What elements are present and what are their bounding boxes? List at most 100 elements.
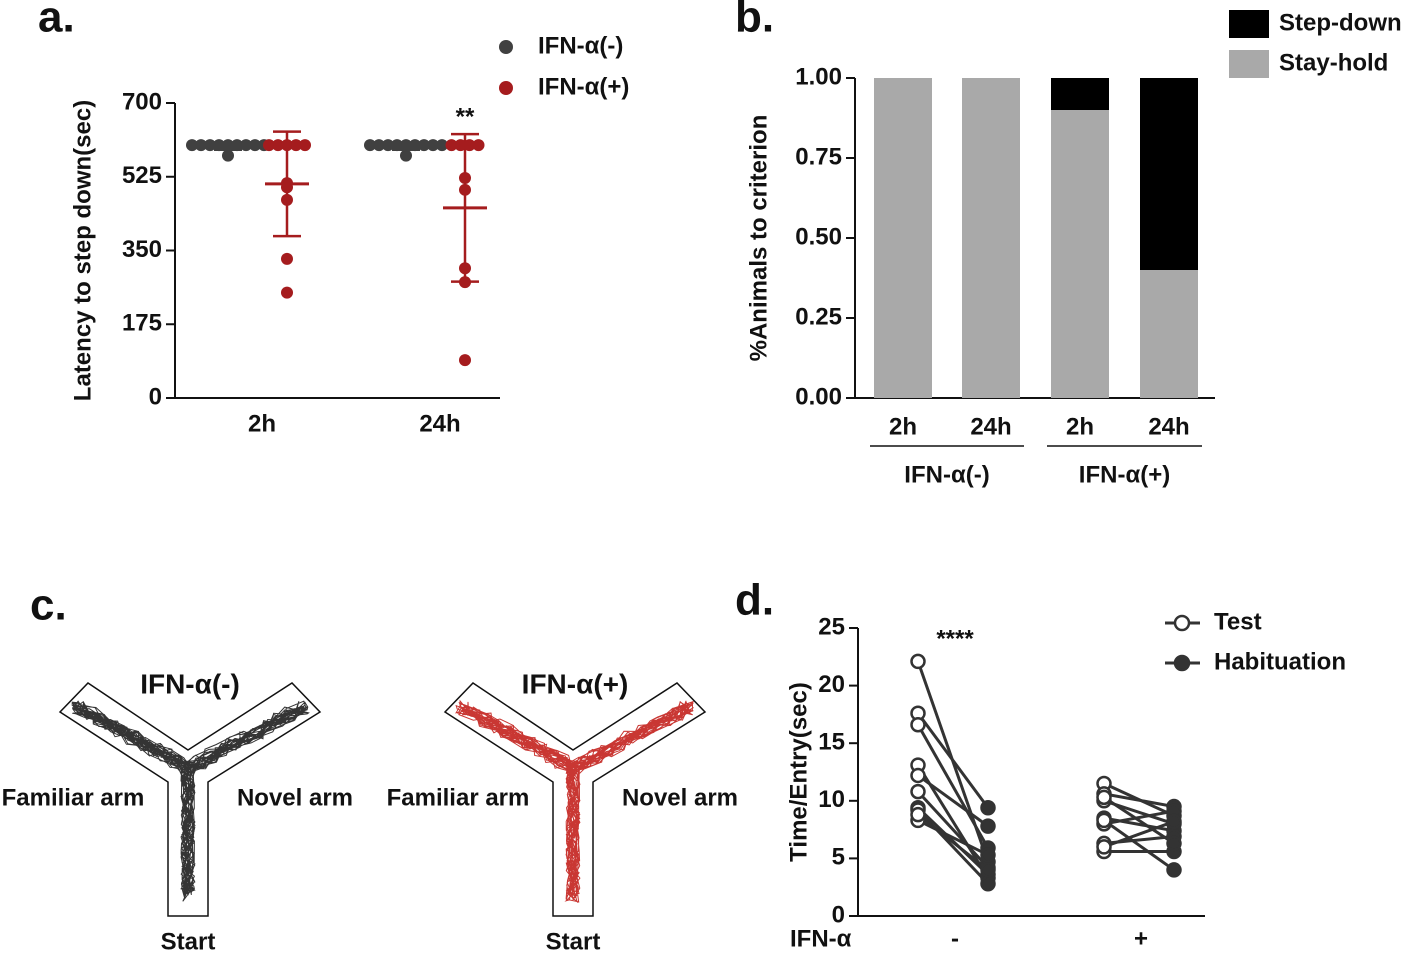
group-label: IFN-α(-) [904,461,989,488]
data-point [1096,839,1112,855]
data-point [459,276,471,289]
data-point [418,139,430,152]
maze-outline [58,682,322,917]
y-tick-label: 350 [122,236,162,263]
y-axis-label: %Animals to criterion [745,115,772,362]
data-point [910,653,926,670]
arm-label: Familiar arm [2,784,145,811]
y-tick-label: 0 [832,901,845,928]
data-point [263,139,275,152]
data-point [445,139,458,152]
legend-label: Step-down [1279,9,1402,36]
legend-label: Stay-hold [1279,49,1388,76]
y-tick-label: 0.00 [795,383,842,410]
data-point [231,139,243,152]
legend-label: IFN-α(+) [538,73,629,100]
data-point [910,806,926,823]
data-point [281,286,293,299]
data-point [459,262,471,275]
y-tick-label: 175 [122,310,162,337]
data-point [910,783,926,800]
data-point [281,252,293,265]
data-point [186,139,198,152]
data-point [409,139,421,152]
data-point [1166,813,1182,830]
data-point [1166,862,1182,878]
data-point [364,139,376,152]
data-point [281,193,293,206]
maze-title: IFN-α(-) [140,668,240,699]
x-tick-label: 2h [248,410,276,437]
bar-segment [1051,78,1109,110]
pair-line [1103,796,1175,845]
legend-label: Test [1214,608,1262,635]
data-point [980,862,996,878]
y-tick-label: 0.25 [795,303,842,330]
data-point [472,139,485,152]
data-point [222,149,234,162]
y-tick-label: 1.00 [795,63,842,90]
track [70,700,310,902]
pair-line [917,774,989,828]
x-tick-label: 24h [970,413,1011,440]
data-point [249,139,261,152]
data-point [980,799,996,816]
legend-marker [1173,654,1191,672]
data-point [299,139,311,152]
x-tick-label: 2h [889,413,917,440]
data-point [222,139,234,152]
arm-label: Novel arm [622,784,738,811]
track [455,699,694,904]
pair-line [917,813,989,872]
arm-label: Familiar arm [387,784,530,811]
bar-segment [874,78,932,398]
data-point [1096,812,1112,829]
x-axis-label: IFN-α [790,925,852,952]
group-label: IFN-α(+) [1079,461,1170,488]
data-point [980,875,996,892]
data-point [195,139,207,152]
pair-line [1103,792,1175,809]
data-point [910,767,926,784]
legend-label: IFN-α(-) [538,32,623,59]
pair-line [1103,809,1175,826]
bar-segment [962,78,1020,398]
annotation: ** [456,103,475,130]
x-tick-label: 24h [1148,413,1189,440]
data-point [454,139,467,152]
legend-swatch [1229,50,1269,78]
y-axis-label: Time/Entry(sec) [785,682,812,862]
data-point [1096,789,1112,806]
panel-label: a. [38,0,75,42]
bar-segment [1140,78,1198,270]
data-point [459,183,471,196]
start-label: Start [546,928,601,953]
legend-label: Habituation [1214,648,1346,675]
arm-label: Novel arm [237,784,353,811]
y-tick-label: 15 [818,729,845,756]
data-point [240,139,252,152]
y-tick-label: 0 [149,383,162,410]
data-point [400,139,412,152]
data-point [373,139,385,152]
legend-marker [499,81,513,95]
data-point [400,149,412,162]
panel-label: b. [735,0,774,42]
data-point [980,818,996,834]
data-point [281,181,293,194]
y-tick-label: 525 [122,162,162,189]
data-point [281,139,293,152]
bar-segment [1051,110,1109,398]
data-point [463,139,476,152]
data-point [436,139,448,152]
data-point [272,139,284,152]
y-axis-label: Latency to step down(sec) [69,100,96,401]
data-point [204,139,216,152]
x-tick-label: 24h [419,410,460,437]
maze-title: IFN-α(+) [522,668,629,699]
data-point [290,139,302,152]
y-tick-label: 10 [818,786,845,813]
bar-segment [1140,270,1198,398]
data-point [427,139,439,152]
